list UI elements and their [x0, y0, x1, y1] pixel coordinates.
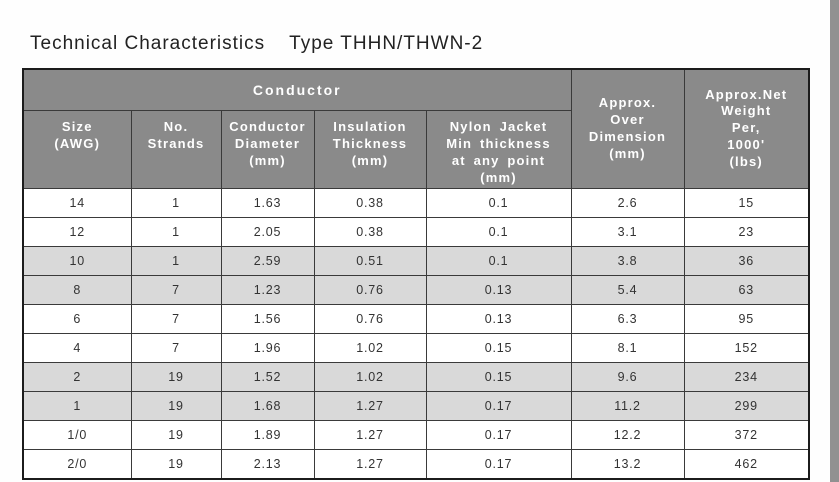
sub-header-row: Size (AWG) No. Strands Conductor Diamete…	[22, 110, 809, 189]
table-cell: 372	[683, 419, 810, 450]
table-cell: 0.17	[425, 390, 572, 421]
table-cell: 63	[683, 274, 810, 305]
characteristics-table: Conductor Approx. Over Dimension (mm) Ap…	[22, 68, 810, 480]
col-header-insulation-thickness: Insulation Thickness (mm)	[313, 110, 427, 189]
table-cell: 1	[130, 216, 222, 247]
table-row: 2/0 19 2.13 1.27 0.17 13.2 462	[22, 448, 810, 480]
group-header-row: Conductor Approx. Over Dimension (mm) Ap…	[22, 68, 810, 189]
table-cell: 7	[130, 303, 222, 334]
table-cell: 1	[22, 390, 132, 421]
table-cell: 7	[130, 274, 222, 305]
table-cell: 36	[683, 245, 810, 276]
table-cell: 13.2	[570, 448, 685, 480]
table-cell: 12	[22, 216, 132, 247]
table-row: 6 7 1.56 0.76 0.13 6.3 95	[22, 303, 810, 334]
page-title: Technical Characteristics Type THHN/THWN-…	[30, 33, 483, 55]
col-header-approx-net-weight: Approx.Net Weight Per, 1000' (lbs)	[683, 68, 810, 189]
col-header-nylon-jacket-thickness: Nylon Jacket Min thickness at any point …	[425, 110, 572, 189]
table-cell: 12.2	[570, 419, 685, 450]
table-cell: 0.15	[425, 332, 572, 363]
col-header-conductor-diameter: Conductor Diameter (mm)	[220, 110, 315, 189]
table-cell: 1.52	[220, 361, 315, 392]
table-cell: 0.1	[425, 216, 572, 247]
table-cell: 1.68	[220, 390, 315, 421]
table-body: 14 1 1.63 0.38 0.1 2.6 15 12 1 2.05 0.38…	[22, 187, 810, 480]
table-cell: 234	[683, 361, 810, 392]
table-cell: 2.13	[220, 448, 315, 480]
table-cell: 0.38	[313, 187, 427, 218]
table-row: 8 7 1.23 0.76 0.13 5.4 63	[22, 274, 810, 305]
table-cell: 15	[683, 187, 810, 218]
table-header: Conductor Approx. Over Dimension (mm) Ap…	[22, 68, 810, 189]
conductor-group-header: Conductor	[22, 68, 572, 111]
table-cell: 2.59	[220, 245, 315, 276]
table-cell: 4	[22, 332, 132, 363]
col-header-approx-over-dimension: Approx. Over Dimension (mm)	[570, 68, 685, 189]
table-cell: 19	[130, 361, 222, 392]
table-cell: 0.51	[313, 245, 427, 276]
table-cell: 0.13	[425, 303, 572, 334]
table-row: 1 19 1.68 1.27 0.17 11.2 299	[22, 390, 810, 421]
table-cell: 1.02	[313, 332, 427, 363]
title-right: Type THHN/THWN-2	[289, 33, 484, 54]
table-cell: 0.17	[425, 448, 572, 480]
table-cell: 95	[683, 303, 810, 334]
table-cell: 3.8	[570, 245, 685, 276]
table-cell: 11.2	[570, 390, 685, 421]
table-cell: 9.6	[570, 361, 685, 392]
table-cell: 2.6	[570, 187, 685, 218]
table-cell: 152	[683, 332, 810, 363]
table-cell: 19	[130, 419, 222, 450]
table-cell: 1.56	[220, 303, 315, 334]
table-cell: 8.1	[570, 332, 685, 363]
table-row: 14 1 1.63 0.38 0.1 2.6 15	[22, 187, 810, 218]
table-row: 1/0 19 1.89 1.27 0.17 12.2 372	[22, 419, 810, 450]
table-cell: 2/0	[22, 448, 132, 480]
table-cell: 5.4	[570, 274, 685, 305]
col-header-size-awg: Size (AWG)	[22, 110, 132, 189]
table-cell: 2.05	[220, 216, 315, 247]
page-edge-strip	[830, 0, 839, 482]
table-cell: 0.1	[425, 245, 572, 276]
table-cell: 1.63	[220, 187, 315, 218]
table-cell: 7	[130, 332, 222, 363]
col-header-no-strands: No. Strands	[130, 110, 222, 189]
table-cell: 0.76	[313, 303, 427, 334]
table-cell: 0.76	[313, 274, 427, 305]
table-cell: 0.15	[425, 361, 572, 392]
table-row: 2 19 1.52 1.02 0.15 9.6 234	[22, 361, 810, 392]
table-cell: 19	[130, 390, 222, 421]
table-cell: 0.17	[425, 419, 572, 450]
table-cell: 23	[683, 216, 810, 247]
table-cell: 6.3	[570, 303, 685, 334]
table-cell: 3.1	[570, 216, 685, 247]
title-left: Technical Characteristics	[30, 33, 266, 54]
table-cell: 1.02	[313, 361, 427, 392]
table-cell: 19	[130, 448, 222, 480]
table-cell: 0.38	[313, 216, 427, 247]
table-cell: 462	[683, 448, 810, 480]
table-cell: 10	[22, 245, 132, 276]
table-cell: 8	[22, 274, 132, 305]
table-cell: 299	[683, 390, 810, 421]
table-cell: 0.13	[425, 274, 572, 305]
table-row: 12 1 2.05 0.38 0.1 3.1 23	[22, 216, 810, 247]
table-cell: 1.27	[313, 390, 427, 421]
table-cell: 6	[22, 303, 132, 334]
table-cell: 1.96	[220, 332, 315, 363]
table-cell: 1.23	[220, 274, 315, 305]
table-cell: 1.89	[220, 419, 315, 450]
table-cell: 1.27	[313, 448, 427, 480]
table-cell: 14	[22, 187, 132, 218]
table-row: 10 1 2.59 0.51 0.1 3.8 36	[22, 245, 810, 276]
table-cell: 2	[22, 361, 132, 392]
table-cell: 1	[130, 245, 222, 276]
table-cell: 1/0	[22, 419, 132, 450]
table-cell: 1	[130, 187, 222, 218]
table-row: 4 7 1.96 1.02 0.15 8.1 152	[22, 332, 810, 363]
table-cell: 0.1	[425, 187, 572, 218]
table-cell: 1.27	[313, 419, 427, 450]
